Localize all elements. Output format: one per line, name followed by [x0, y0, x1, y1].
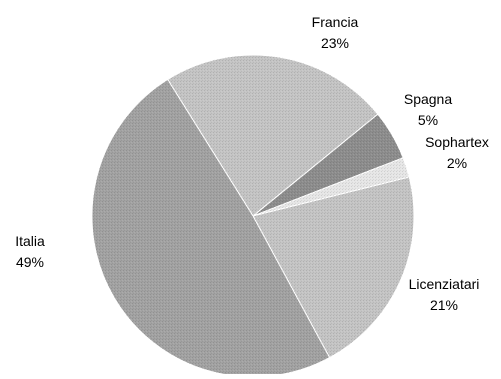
slice-label-licenziatari: Licenziatari — [409, 276, 480, 292]
slice-value-francia: 23% — [321, 35, 349, 51]
pie-slice-texture-spagna — [253, 114, 404, 216]
pie-slice-texture-licenziatari — [253, 177, 415, 358]
slice-value-italia: 49% — [16, 254, 44, 270]
pie-slice-texture-sophartex — [253, 157, 410, 216]
slice-label-italia: Italia — [15, 233, 45, 249]
pie-slice-texture-italia — [91, 79, 330, 378]
slice-value-sophartex: 2% — [447, 155, 467, 171]
pie-texture — [91, 54, 415, 378]
slice-label-spagna: Spagna — [404, 91, 452, 107]
pie-slice-texture-francia — [167, 54, 378, 216]
slice-value-spagna: 5% — [418, 112, 438, 128]
slice-label-francia: Francia — [312, 14, 359, 30]
pie-labels: Francia 23% Spagna 5% Sophartex 2% Licenziatar… — [15, 14, 489, 313]
slice-value-licenziatari: 21% — [430, 297, 458, 313]
slice-label-sophartex: Sophartex — [425, 134, 489, 150]
